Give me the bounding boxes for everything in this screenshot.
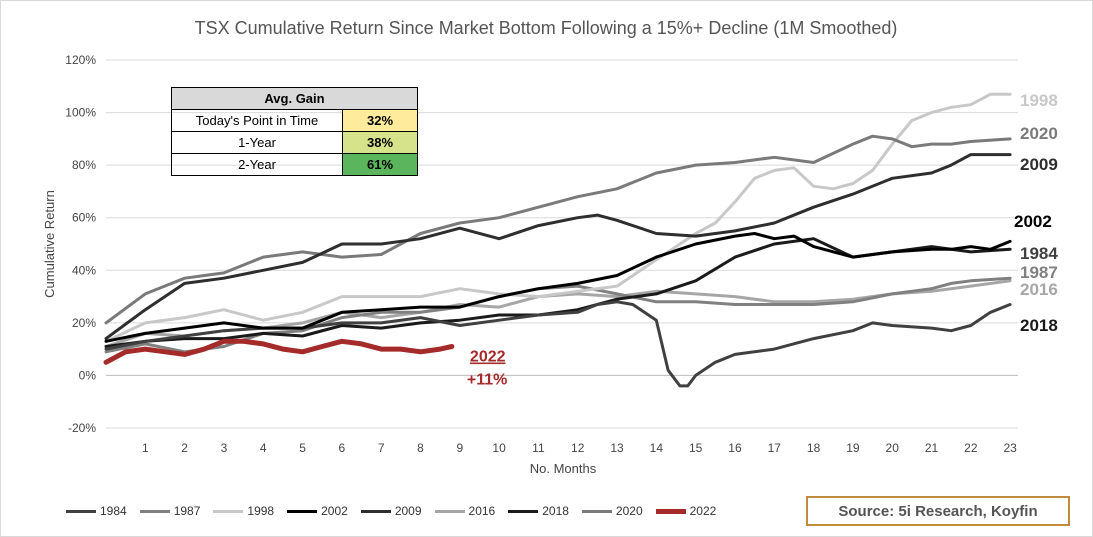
- table-cell-value: 61%: [342, 153, 418, 176]
- legend-swatch: [581, 509, 612, 513]
- legend-label: 2002: [321, 504, 348, 518]
- legend-item-2018: 2018: [508, 504, 569, 518]
- x-tick-label: 22: [964, 441, 978, 455]
- series-end-label-2002: 2002: [1014, 212, 1052, 231]
- x-tick-label: 13: [610, 441, 624, 455]
- table-cell-value: 32%: [342, 109, 418, 132]
- legend-label: 2009: [394, 504, 422, 518]
- y-tick-label: 0%: [79, 368, 97, 382]
- table-row: 1-Year 38%: [171, 131, 418, 154]
- chart-legend: 1984 1987 1998 2002 2009 2016 2018 2020 2022: [66, 504, 716, 518]
- series-line-2002: [104, 232, 1012, 343]
- series-end-label-2016: 2016: [1020, 280, 1058, 299]
- series-end-label-2020: 2020: [1020, 124, 1058, 143]
- table-cell-label: 2-Year: [171, 153, 343, 176]
- legend-item-2009: 2009: [360, 504, 422, 518]
- x-tick-label: 8: [417, 441, 424, 455]
- legend-swatch: [213, 509, 244, 513]
- x-tick-label: 6: [339, 441, 346, 455]
- series-end-label-1998: 1998: [1020, 91, 1058, 110]
- avg-gain-table: Avg. Gain Today's Point in Time 32% 1-Ye…: [171, 87, 418, 176]
- legend-swatch: [66, 509, 96, 513]
- series-end-label-1984: 1984: [1020, 244, 1058, 263]
- legend-item-2016: 2016: [434, 504, 496, 518]
- table-cell-label: Today's Point in Time: [171, 109, 343, 132]
- chart-title: TSX Cumulative Return Since Market Botto…: [195, 18, 898, 38]
- x-tick-label: 1: [142, 441, 149, 455]
- x-tick-label: 21: [925, 441, 939, 455]
- legend-item-2020: 2020: [581, 504, 643, 518]
- y-tick-label: 60%: [72, 211, 96, 225]
- series-end-label-1987: 1987: [1020, 263, 1058, 282]
- x-tick-label: 10: [492, 441, 506, 455]
- source-box: Source: 5i Research, Koyfin: [806, 496, 1070, 526]
- y-tick-label: 20%: [72, 316, 96, 330]
- legend-label: 2022: [689, 504, 717, 518]
- legend-label: 2016: [468, 504, 496, 518]
- series-line-2022: [103, 338, 455, 365]
- x-tick-label: 9: [456, 441, 463, 455]
- legend-label: 1987: [173, 504, 201, 518]
- x-tick-label: 16: [728, 441, 742, 455]
- table-row: Today's Point in Time 32%: [171, 109, 418, 132]
- legend-swatch: [139, 509, 170, 513]
- x-tick-label: 19: [846, 441, 860, 455]
- y-tick-label: -20%: [68, 421, 96, 435]
- x-tick-label: 7: [378, 441, 385, 455]
- table-cell-label: 1-Year: [171, 131, 343, 154]
- x-tick-label: 15: [689, 441, 703, 455]
- legend-label: 1984: [100, 504, 127, 518]
- legend-item-1987: 1987: [139, 504, 201, 518]
- x-tick-label: 5: [299, 441, 306, 455]
- x-tick-label: 11: [532, 441, 545, 455]
- y-axis-ticks: 120% 100% 80% 60% 40% 20% 0% -20%: [65, 53, 96, 435]
- x-tick-label: 23: [1003, 441, 1017, 455]
- legend-item-1984: 1984: [66, 504, 127, 518]
- legend-item-2002: 2002: [287, 504, 348, 518]
- x-tick-label: 17: [768, 441, 782, 455]
- series-line-2009: [104, 153, 1012, 341]
- legend-item-1998: 1998: [213, 504, 274, 518]
- x-tick-label: 18: [807, 441, 821, 455]
- x-tick-label: 3: [221, 441, 228, 455]
- legend-label: 1998: [247, 504, 275, 518]
- legend-swatch: [508, 509, 539, 513]
- x-tick-label: 14: [650, 441, 664, 455]
- table-row: 2-Year 61%: [171, 153, 418, 176]
- x-tick-label: 20: [886, 441, 900, 455]
- series-end-label-2022: 2022: [470, 349, 506, 366]
- series-end-value-label-2022: +11%: [467, 372, 507, 389]
- legend-label: 2018: [542, 504, 569, 518]
- series-lines: [103, 92, 1012, 388]
- series-line-1984: [104, 300, 1012, 388]
- legend-swatch: [655, 508, 686, 514]
- y-tick-label: 100%: [65, 106, 96, 120]
- legend-label: 2020: [615, 504, 643, 518]
- legend-swatch: [360, 509, 391, 513]
- series-line-1998: [104, 92, 1012, 343]
- series-line-2020: [104, 134, 1012, 325]
- x-axis-label: No. Months: [530, 461, 597, 476]
- legend-swatch: [287, 509, 318, 513]
- legend-item-2022: 2022: [655, 504, 717, 518]
- table-cell-value: 38%: [342, 131, 418, 154]
- series-end-label-2009: 2009: [1020, 155, 1058, 174]
- y-tick-label: 80%: [72, 158, 96, 172]
- x-tick-label: 2: [181, 441, 188, 455]
- legend-swatch: [434, 509, 465, 513]
- x-axis-ticks: 1 2 3 4 5 6 7 8 9 10 11 12 13 14 15 16 17 18 19 20 21 22 23: [142, 441, 1017, 455]
- y-axis-label: Cumulative Return: [42, 190, 57, 298]
- y-tick-label: 40%: [72, 263, 96, 277]
- avg-gain-header: Avg. Gain: [171, 87, 418, 110]
- x-tick-label: 4: [260, 441, 267, 455]
- x-tick-label: 12: [571, 441, 585, 455]
- source-text: Source: 5i Research, Koyfin: [838, 502, 1038, 520]
- y-tick-label: 120%: [65, 53, 96, 67]
- series-end-label-2018: 2018: [1020, 316, 1058, 335]
